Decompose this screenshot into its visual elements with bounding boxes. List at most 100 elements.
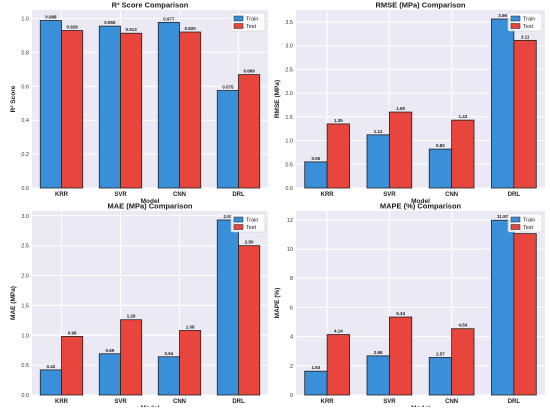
bar-train: [98, 25, 121, 189]
bar-test: [451, 119, 475, 189]
legend-label-train: Train: [523, 17, 535, 23]
x-tick-label: KRR: [321, 399, 335, 405]
legend-swatch-train: [233, 216, 244, 223]
bar-train: [98, 353, 121, 396]
rmse-chart: 0.0 0.5 1.0 1.5 2.0 2.5 3.0 3.5 0.55 1.12 0.82 3.56…: [274, 1, 545, 205]
y-tick-label: 0.0: [285, 186, 293, 192]
data-label: 1.12: [374, 129, 383, 134]
y-tick-label: 2.5: [21, 244, 29, 250]
data-label: 0.575: [222, 85, 234, 90]
y-axis-label: MAPE (%): [274, 288, 281, 319]
legend-label-train: Train: [246, 218, 258, 224]
y-tick-label: 0: [290, 393, 293, 399]
y-tick-label: 10: [287, 247, 293, 253]
bar-train: [428, 148, 453, 189]
data-label: 0.955: [104, 20, 116, 25]
bar-test: [61, 336, 84, 396]
chart-title: MAE (MPa) Comparison: [107, 202, 192, 211]
data-label: 1.26: [127, 314, 136, 319]
bar-train: [304, 370, 328, 396]
data-label: 1.43: [458, 114, 467, 119]
bar-test: [179, 31, 202, 189]
data-label: 11.97: [497, 214, 509, 219]
bar-train: [39, 20, 62, 189]
x-axis-label: Model: [141, 198, 160, 205]
x-tick-label: CNN: [445, 192, 458, 198]
data-label: 0.977: [163, 16, 175, 21]
data-label: 2.93: [223, 214, 232, 219]
x-axis-label: Model: [411, 198, 430, 205]
bar-test: [513, 233, 537, 396]
y-tick-label: 2.0: [21, 274, 29, 280]
legend-label-test: Test: [523, 24, 534, 30]
bar-test: [120, 319, 143, 396]
bar-test: [388, 316, 413, 396]
data-label: 2.68: [374, 350, 383, 355]
y-tick-label: 1.5: [285, 115, 293, 121]
data-label: 4.54: [458, 323, 467, 328]
y-axis-label: R² Score: [10, 85, 17, 112]
bar-test: [120, 32, 143, 189]
data-label: 3.11: [521, 34, 530, 39]
chart-title: MAPE (%) Comparison: [380, 202, 462, 211]
y-tick-label: 8: [290, 276, 293, 282]
legend-swatch-test: [233, 224, 244, 230]
x-tick-label: KRR: [55, 399, 69, 405]
legend-label-test: Test: [246, 225, 257, 231]
mape-chart: 0246810121.632.682.5711.974.145.344.5411…: [274, 202, 545, 412]
legend-label-test: Test: [246, 24, 257, 30]
y-tick-label: 0.5: [21, 363, 29, 369]
x-tick-label: CNN: [173, 399, 186, 405]
chart-title: RMSE (MPa) Comparison: [375, 1, 465, 10]
y-tick-label: 0.4: [21, 118, 29, 124]
bar-train: [216, 219, 239, 396]
bar-train: [366, 134, 390, 189]
x-tick-label: KRR: [55, 192, 69, 198]
legend-swatch-train: [233, 15, 244, 22]
data-label: 1.08: [186, 324, 195, 329]
bar-test: [513, 39, 537, 189]
legend-swatch-train: [510, 216, 521, 223]
data-label: 1.35: [334, 118, 343, 123]
data-label: 0.920: [184, 26, 196, 31]
y-tick-label: 6: [290, 305, 293, 311]
y-tick-label: 12: [287, 218, 293, 224]
x-tick-label: SVR: [114, 192, 127, 198]
data-label: 2.50: [245, 240, 254, 245]
y-tick-label: 3.0: [21, 214, 29, 220]
bar-train: [304, 161, 328, 189]
data-label: 3.56: [498, 13, 507, 18]
x-tick-label: DRL: [232, 399, 245, 405]
bar-test: [451, 328, 475, 396]
data-label: 1.60: [396, 106, 405, 111]
bar-test: [179, 330, 202, 396]
data-label: 0.55: [312, 156, 321, 161]
y-tick-label: 2.5: [285, 67, 293, 73]
bar-test: [388, 111, 413, 189]
bar-train: [366, 355, 390, 396]
x-tick-label: DRL: [232, 192, 245, 198]
y-axis-label: MAE (MPa): [10, 286, 17, 320]
x-tick-label: DRL: [508, 192, 521, 198]
y-tick-label: 3.0: [285, 44, 293, 50]
data-label: 0.64: [164, 351, 173, 356]
legend-swatch-test: [233, 23, 244, 29]
bar-train: [428, 357, 453, 396]
x-tick-label: SVR: [383, 192, 396, 198]
y-tick-label: 1.0: [21, 333, 29, 339]
legend-label-train: Train: [523, 218, 535, 224]
x-tick-label: KRR: [321, 192, 335, 198]
bar-test: [238, 74, 261, 189]
data-label: 0.988: [45, 15, 57, 20]
bar-train: [491, 18, 515, 189]
bar-train: [39, 369, 62, 396]
mae-chart: 0.0 0.5 1.0 1.5 2.0 2.5 3.0 0.42 0.69 0.64 2.93 0.9…: [10, 202, 268, 412]
legend-swatch-train: [510, 15, 521, 22]
y-tick-label: 2.0: [285, 91, 293, 97]
r2-chart: 0.0 0.2 0.4 0.6 0.8 1.0 0.988 0.955 0.977 0.575 0.…: [10, 1, 268, 205]
bar-train: [491, 219, 515, 396]
x-tick-label: CNN: [173, 192, 186, 198]
y-tick-label: 0.2: [21, 152, 29, 158]
